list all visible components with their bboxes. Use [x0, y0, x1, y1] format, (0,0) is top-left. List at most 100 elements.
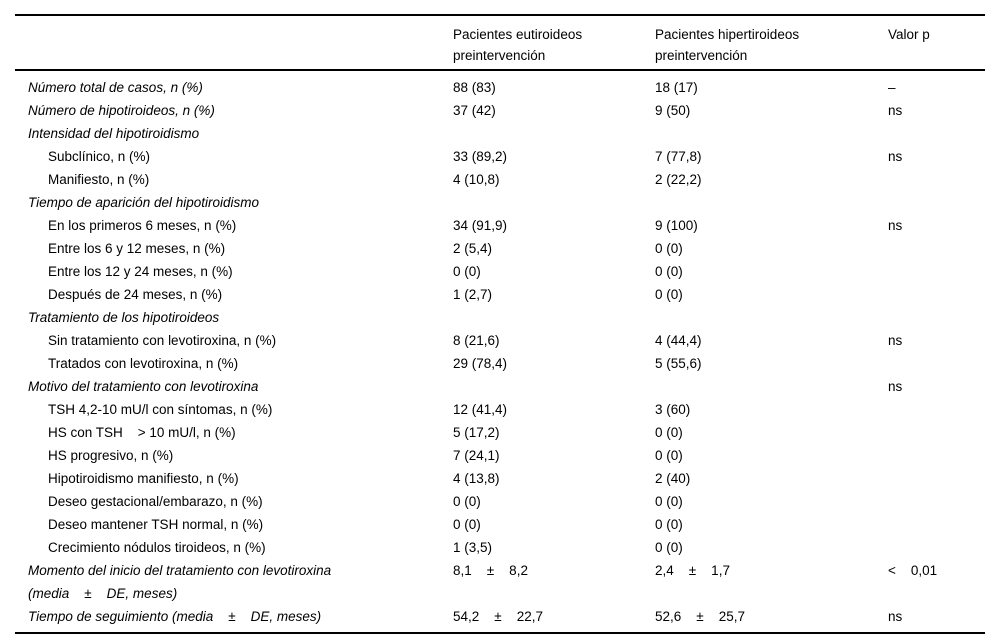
cell-eutiroideos: 7 (24,1)	[453, 448, 500, 463]
cell-hipertiroideos	[655, 306, 888, 329]
cell-valor-p	[888, 421, 985, 444]
cell-eutiroideos: 2 (5,4)	[453, 241, 493, 256]
row-label: Número de hipotiroideos, n (%)	[28, 103, 215, 118]
cell-eutiroideos: 1 (2,7)	[453, 287, 493, 302]
table-row: Tiempo de aparición del hipotiroidismo	[15, 191, 985, 214]
cell-eutiroideos: 12 (41,4)	[453, 402, 508, 417]
cell-valor-p	[888, 398, 985, 421]
cell-valor-p	[888, 513, 985, 536]
row-label: HS progresivo, n (%)	[48, 448, 174, 463]
cell-hipertiroideos: 52,6 ± 25,7	[655, 609, 745, 624]
row-label: Sin tratamiento con levotiroxina, n (%)	[48, 333, 277, 348]
cell-hipertiroideos: 18 (17)	[655, 80, 698, 95]
header-cell-empty	[15, 15, 453, 71]
table-row: TSH 4,2-10 mU/l con síntomas, n (%) 12 (4…	[15, 398, 985, 421]
row-label: Hipotiroidismo manifiesto, n (%)	[48, 471, 239, 486]
cell-valor-p	[888, 467, 985, 490]
table-row: Deseo mantener TSH normal, n (%) 0 (0) 0 (…	[15, 513, 985, 536]
row-label: HS con TSH > 10 mU/l, n (%)	[48, 425, 236, 440]
cell-hipertiroideos: 0 (0)	[655, 425, 683, 440]
cell-eutiroideos: 4 (13,8)	[453, 471, 500, 486]
cell-hipertiroideos: 2 (22,2)	[655, 172, 702, 187]
row-label: Crecimiento nódulos tiroideos, n (%)	[48, 540, 266, 555]
row-label: Deseo mantener TSH normal, n (%)	[48, 517, 264, 532]
row-label: Tratamiento de los hipotiroideos	[28, 310, 220, 325]
cell-eutiroideos	[453, 375, 655, 398]
table-row: Manifiesto, n (%) 4 (10,8) 2 (22,2)	[15, 168, 985, 191]
table-row: Sin tratamiento con levotiroxina, n (%) 8…	[15, 329, 985, 352]
cell-eutiroideos: 8,1 ± 8,2	[453, 563, 528, 578]
cell-valor-p: ns	[888, 333, 903, 348]
table-row: Motivo del tratamiento con levotiroxina n…	[15, 375, 985, 398]
cell-hipertiroideos: 0 (0)	[655, 287, 683, 302]
cell-hipertiroideos: 9 (100)	[655, 218, 698, 233]
table-row: Entre los 12 y 24 meses, n (%) 0 (0) 0 (0)	[15, 260, 985, 283]
cell-hipertiroideos: 2,4 ± 1,7	[655, 563, 730, 578]
cell-eutiroideos	[453, 306, 655, 329]
header-cell-hipertiroideos: Pacientes hipertiroideos preintervención	[655, 15, 888, 71]
cell-hipertiroideos: 4 (44,4)	[655, 333, 702, 348]
table-row: En los primeros 6 meses, n (%) 34 (91,9) 9…	[15, 214, 985, 237]
cell-hipertiroideos: 7 (77,8)	[655, 149, 702, 164]
cell-hipertiroideos: 3 (60)	[655, 402, 691, 417]
cell-valor-p	[888, 536, 985, 559]
row-label: Entre los 12 y 24 meses, n (%)	[48, 264, 233, 279]
row-label: Intensidad del hipotiroidismo	[28, 126, 200, 141]
table-row: Deseo gestacional/embarazo, n (%) 0 (0) 0 …	[15, 490, 985, 513]
cell-eutiroideos	[453, 122, 655, 145]
cell-eutiroideos	[453, 191, 655, 214]
row-label: Entre los 6 y 12 meses, n (%)	[48, 241, 226, 256]
cell-eutiroideos: 54,2 ± 22,7	[453, 609, 543, 624]
table-row: HS con TSH > 10 mU/l, n (%) 5 (17,2) 0 (0)	[15, 421, 985, 444]
cell-valor-p: ns	[888, 103, 903, 118]
cell-valor-p	[888, 352, 985, 375]
row-label: Tiempo de seguimiento (media ± DE, meses…	[28, 609, 322, 624]
table-body: Número total de casos, n (%) 88 (83) 18 (1…	[15, 70, 985, 633]
row-label: Después de 24 meses, n (%)	[48, 287, 223, 302]
cell-eutiroideos: 33 (89,2)	[453, 149, 508, 164]
cell-valor-p: ns	[888, 149, 903, 164]
cell-valor-p	[888, 260, 985, 283]
row-label: Deseo gestacional/embarazo, n (%)	[48, 494, 263, 509]
cell-eutiroideos: 0 (0)	[453, 517, 481, 532]
cell-valor-p	[888, 306, 985, 329]
cell-eutiroideos: 4 (10,8)	[453, 172, 500, 187]
cell-valor-p: ns	[888, 379, 903, 394]
cell-valor-p: ns	[888, 218, 903, 233]
cell-hipertiroideos: 0 (0)	[655, 448, 683, 463]
cell-valor-p	[888, 444, 985, 467]
cell-valor-p	[888, 168, 985, 191]
cell-hipertiroideos: 0 (0)	[655, 241, 683, 256]
cell-eutiroideos: 0 (0)	[453, 264, 481, 279]
cell-valor-p	[888, 191, 985, 214]
table-row: Tratamiento de los hipotiroideos	[15, 306, 985, 329]
cell-hipertiroideos: 0 (0)	[655, 264, 683, 279]
cell-valor-p	[888, 237, 985, 260]
table-row: Intensidad del hipotiroidismo	[15, 122, 985, 145]
cell-eutiroideos: 88 (83)	[453, 80, 496, 95]
row-label: En los primeros 6 meses, n (%)	[48, 218, 237, 233]
table-row: Número total de casos, n (%) 88 (83) 18 (1…	[15, 70, 985, 99]
header-cell-eutiroideos: Pacientes eutiroideos preintervención	[453, 15, 655, 71]
cell-hipertiroideos: 0 (0)	[655, 517, 683, 532]
cell-hipertiroideos	[655, 122, 888, 145]
table-row: Subclínico, n (%) 33 (89,2) 7 (77,8) ns	[15, 145, 985, 168]
cell-hipertiroideos: 5 (55,6)	[655, 356, 702, 371]
table-row: Número de hipotiroideos, n (%) 37 (42) 9 (…	[15, 99, 985, 122]
cell-valor-p: < 0,01	[888, 563, 938, 578]
cell-valor-p	[888, 490, 985, 513]
cell-hipertiroideos: 0 (0)	[655, 540, 683, 555]
row-label: Motivo del tratamiento con levotiroxina	[28, 379, 259, 394]
row-label: Manifiesto, n (%)	[48, 172, 150, 187]
cell-hipertiroideos: 0 (0)	[655, 494, 683, 509]
cell-eutiroideos: 1 (3,5)	[453, 540, 493, 555]
table-row: HS progresivo, n (%) 7 (24,1) 0 (0)	[15, 444, 985, 467]
cell-eutiroideos: 0 (0)	[453, 494, 481, 509]
table-row: Tiempo de seguimiento (media ± DE, meses…	[15, 605, 985, 633]
row-label: Subclínico, n (%)	[48, 149, 151, 164]
row-label: Momento del inicio del tratamiento con l…	[28, 563, 332, 601]
cell-valor-p	[888, 122, 985, 145]
table-row: Hipotiroidismo manifiesto, n (%) 4 (13,8)…	[15, 467, 985, 490]
table-row: Momento del inicio del tratamiento con l…	[15, 559, 985, 605]
